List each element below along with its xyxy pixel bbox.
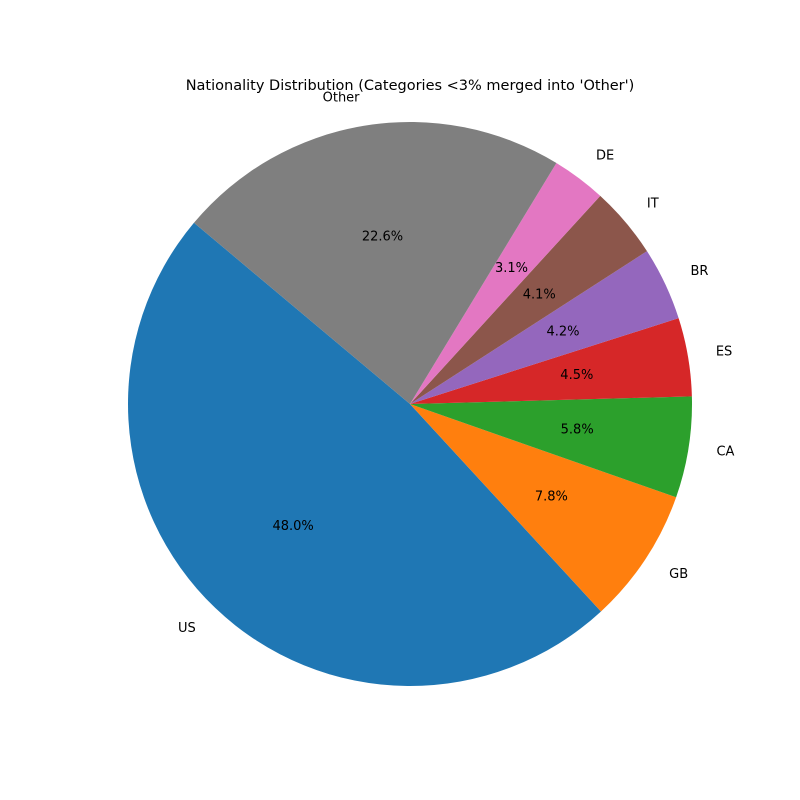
- category-label-ca: CA: [716, 444, 734, 459]
- percent-label-br: 4.2%: [546, 324, 579, 339]
- category-label-other: Other: [323, 90, 361, 105]
- pie-slice-br: [410, 251, 679, 404]
- percent-label-other: 22.6%: [362, 230, 403, 245]
- pie-slice-us: [127, 222, 601, 686]
- chart-title: Nationality Distribution (Categories <3%…: [186, 78, 635, 94]
- category-labels: US GB CA ES BR IT DE Other: [178, 90, 735, 635]
- percent-label-it: 4.1%: [523, 287, 556, 302]
- percent-label-es: 4.5%: [560, 368, 593, 383]
- percent-labels: 48.0% 7.8% 5.8% 4.5% 4.2% 4.1% 3.1% 22.6%: [272, 230, 593, 534]
- category-label-br: BR: [691, 264, 709, 279]
- percent-label-ca: 5.8%: [561, 423, 594, 438]
- pie-slice-es: [410, 318, 692, 404]
- percent-label-us: 48.0%: [272, 519, 313, 534]
- category-label-gb: GB: [669, 567, 688, 582]
- pie-slice-other: [193, 121, 557, 404]
- pie-slice-it: [410, 195, 647, 404]
- pie-slice-gb: [410, 404, 677, 612]
- pie-slice-ca: [410, 396, 693, 498]
- pie-slices: [127, 121, 693, 686]
- category-label-us: US: [178, 621, 196, 636]
- category-label-de: DE: [596, 148, 614, 163]
- percent-label-de: 3.1%: [495, 261, 528, 276]
- category-label-es: ES: [716, 345, 732, 360]
- pie-slice-de: [410, 162, 601, 404]
- percent-label-gb: 7.8%: [535, 490, 568, 505]
- category-label-it: IT: [647, 196, 659, 211]
